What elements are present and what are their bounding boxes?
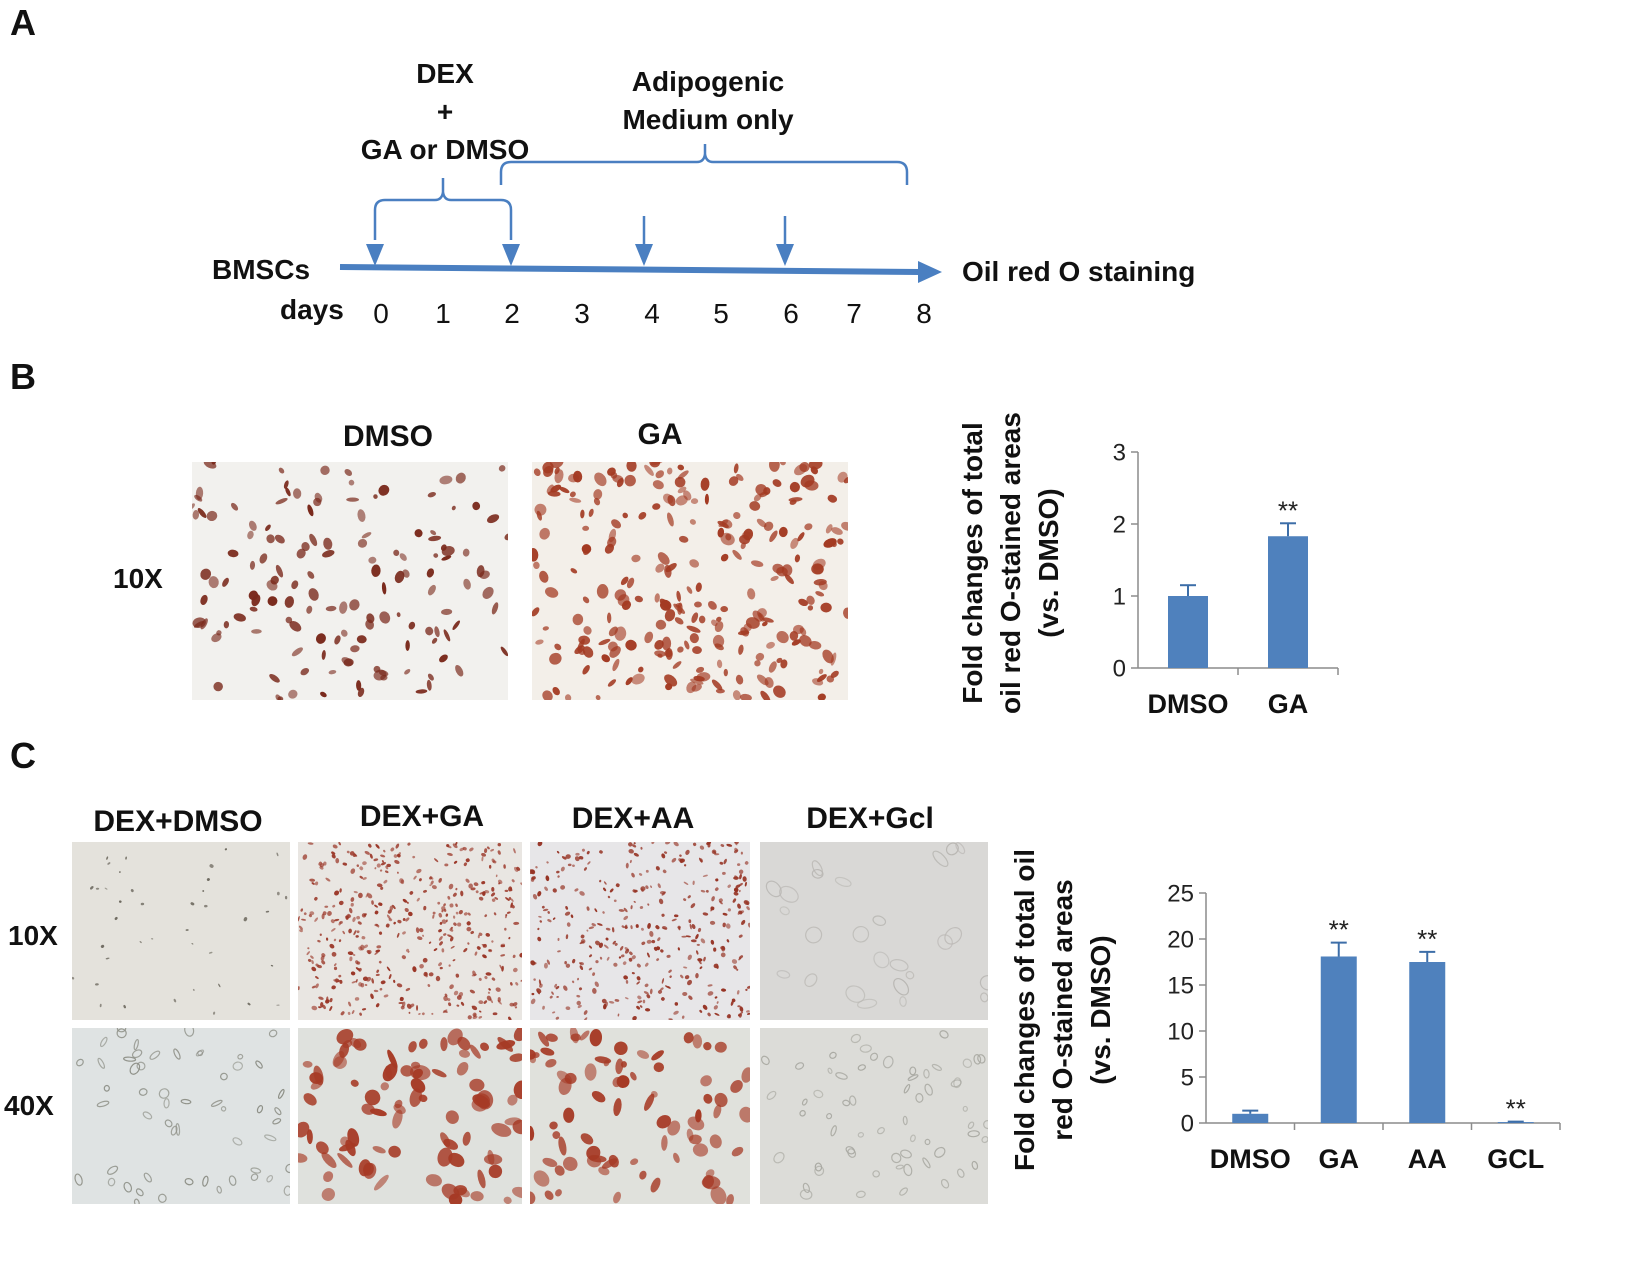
category-label: GCL — [1487, 1144, 1544, 1174]
panel-b-col-label-dmso: DMSO — [343, 420, 433, 453]
day-tick: 2 — [504, 298, 520, 329]
micrograph-b-dmso — [192, 462, 508, 700]
treatment-line-3: GA or DMSO — [360, 134, 530, 165]
timeline-diagram — [339, 144, 942, 283]
bar — [1268, 536, 1308, 668]
y-tick-label: 2 — [1113, 511, 1126, 538]
significance-marker: ** — [1506, 1094, 1526, 1124]
category-label: DMSO — [1148, 689, 1229, 719]
panel-b-row-label: 10X — [113, 563, 163, 594]
category-label: GA — [1268, 689, 1309, 719]
day-tick: 4 — [644, 298, 660, 329]
panel-b-col-label-ga: GA — [637, 418, 683, 451]
arrow-head-day6 — [776, 244, 794, 266]
chart-c: 0 5 10 15 20 25 DMSO ** GA ** AA ** GCL Fold changes … — [1010, 849, 1561, 1174]
arrow-head-day2 — [502, 244, 520, 266]
significance-marker: ** — [1278, 495, 1298, 525]
significance-marker: ** — [1329, 915, 1349, 945]
micrograph-c-10x-ga — [298, 842, 522, 1020]
panel-c-col-label-ga: DEX+GA — [359, 800, 485, 833]
medium-line-2: Medium only — [622, 104, 794, 135]
treatment-label: DEX + GA or DMSO — [360, 55, 530, 169]
medium-brace — [499, 144, 909, 185]
panel-c-row-label-40x: 40X — [4, 1090, 54, 1121]
significance-marker: ** — [1417, 924, 1437, 954]
micrograph-c-10x-dmso — [72, 842, 290, 1020]
micrograph-c-40x-aa — [530, 1028, 750, 1204]
day-tick: 0 — [373, 298, 389, 329]
error-bar — [1180, 584, 1196, 596]
y-tick-label: 5 — [1181, 1064, 1194, 1091]
panel-c-col-label-aa: DEX+AA — [571, 802, 695, 835]
arrow-head-day4 — [635, 244, 653, 266]
medium-line-1: Adipogenic — [631, 66, 785, 97]
y-axis-label: Fold changes of total oil — [1010, 849, 1040, 1171]
bar — [1168, 596, 1208, 668]
error-bar — [1242, 1109, 1259, 1114]
error-bar — [1419, 950, 1436, 962]
micrograph-c-40x-dmso — [72, 1028, 290, 1204]
timeline-arrowhead — [918, 261, 942, 283]
panel-c-col-label-gcl: DEX+Gcl — [806, 802, 934, 835]
micrograph-c-40x-ga — [298, 1028, 522, 1204]
y-axis-label: Fold changes of total — [960, 422, 988, 704]
category-label: DMSO — [1210, 1144, 1291, 1174]
endpoint-label: Oil red O staining — [962, 256, 1196, 287]
y-axis-label: oil red O-stained areas — [995, 412, 1026, 714]
timeline-axis — [339, 264, 921, 275]
days-label: days — [280, 294, 344, 325]
y-tick-label: 0 — [1113, 655, 1126, 682]
y-tick-label: 10 — [1167, 1018, 1194, 1045]
error-bar — [1280, 522, 1296, 537]
micrograph-c-40x-gcl — [760, 1028, 988, 1204]
panel-label-a: A — [10, 2, 36, 43]
day-tick: 5 — [713, 298, 729, 329]
y-tick-label: 20 — [1167, 926, 1194, 953]
y-tick-label: 15 — [1167, 972, 1194, 999]
y-tick-label: 0 — [1181, 1110, 1194, 1137]
day-tick: 7 — [846, 298, 862, 329]
category-label: AA — [1408, 1144, 1447, 1174]
bar — [1409, 962, 1446, 1123]
micrograph-b-ga — [532, 462, 848, 700]
y-tick-label: 3 — [1113, 439, 1126, 466]
category-label: GA — [1319, 1144, 1360, 1174]
treatment-line-1: DEX — [416, 58, 474, 89]
day-tick: 8 — [916, 298, 932, 329]
panel-c-col-label-dmso: DEX+DMSO — [93, 805, 263, 838]
y-tick-label: 25 — [1167, 880, 1194, 907]
chart-b: 0 1 2 3 DMSO ** GA Fold changes of total oil red… — [960, 412, 1339, 719]
day-tick: 1 — [435, 298, 451, 329]
bar — [1320, 956, 1357, 1123]
day-tick: 6 — [783, 298, 799, 329]
micrograph-c-10x-aa — [530, 842, 750, 1020]
panel-label-c: C — [10, 735, 36, 776]
cells-label: BMSCs — [212, 254, 311, 285]
panel-c-row-label-10x: 10X — [8, 920, 58, 951]
micrograph-c-10x-gcl — [760, 842, 988, 1020]
day-tick: 3 — [574, 298, 590, 329]
panel-label-b: B — [10, 356, 36, 397]
medium-label: Adipogenic Medium only — [608, 63, 808, 139]
y-tick-label: 1 — [1113, 583, 1126, 610]
y-axis-label: red O-stained areas — [1047, 879, 1078, 1140]
y-axis-label: (vs. DMSO) — [1085, 935, 1116, 1084]
treatment-line-2: + — [436, 96, 454, 127]
treatment-brace — [373, 178, 513, 240]
error-bar — [1330, 941, 1347, 957]
y-axis-label: (vs. DMSO) — [1033, 488, 1064, 637]
bar — [1232, 1113, 1269, 1123]
arrow-head-day0 — [366, 244, 384, 266]
